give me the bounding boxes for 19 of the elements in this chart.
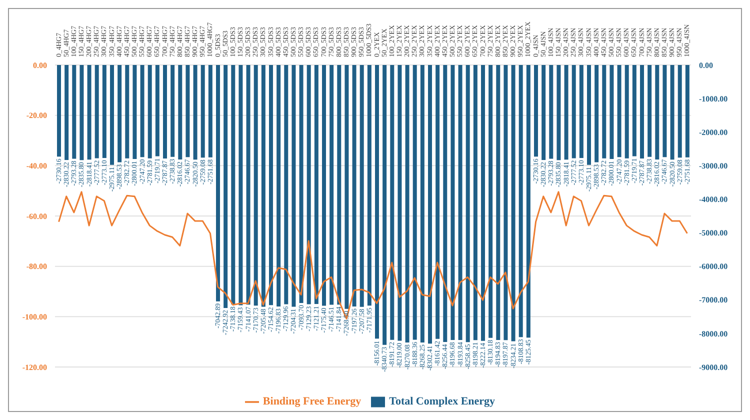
y-tick-label: -100.00: [22, 312, 47, 322]
y2-tick-label: -7000.00: [699, 296, 728, 305]
legend-label: Total Complex Energy: [389, 396, 496, 408]
y2-tick-label: -1000.00: [699, 94, 728, 104]
y2-tick-label: -5000.00: [699, 228, 728, 238]
y-tick-label: -20.00: [26, 111, 47, 120]
legend-label: Binding Free Energy: [262, 396, 362, 408]
y2-tick-label: -2000.00: [699, 128, 728, 137]
y-tick-label: 0.00: [33, 60, 47, 70]
y2-tick-label: -8000.00: [699, 329, 728, 338]
y-tick-label: -40.00: [26, 162, 47, 171]
y-tick-label: -80.00: [26, 262, 47, 272]
y2-tick-label: -6000.00: [699, 262, 728, 272]
y2-tick-label: 0.00: [699, 60, 713, 70]
y-tick-label: -120.00: [22, 362, 47, 372]
y-tick-label: -60.00: [26, 212, 47, 221]
y2-tick-label: -4000.00: [699, 195, 728, 204]
y2-tick-label: -3000.00: [699, 162, 728, 171]
y2-tick-label: -9000.00: [699, 362, 728, 372]
